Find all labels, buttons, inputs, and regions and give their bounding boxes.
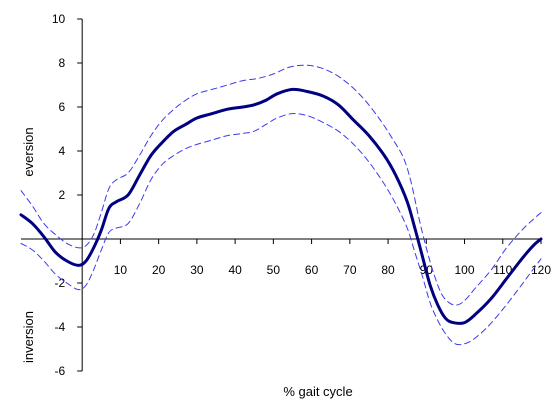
x-tick-label: 100 <box>455 263 475 277</box>
y-axis-label-inversion: inversion <box>21 311 36 363</box>
series-lower-bound-line <box>20 113 542 346</box>
x-axis-label: % gait cycle <box>283 384 352 399</box>
x-tick-label: 120 <box>531 263 551 277</box>
x-tick-label: 70 <box>343 263 357 277</box>
y-tick-label: -2 <box>55 276 66 290</box>
y-axis-label-eversion: eversion <box>21 127 36 176</box>
y-tick-label: 4 <box>58 144 65 158</box>
x-tick-label: 110 <box>493 263 512 277</box>
x-tick-label: 60 <box>305 263 319 277</box>
y-tick-label: 8 <box>58 56 65 70</box>
series-mean-line <box>19 87 543 325</box>
x-tick-label: 30 <box>190 263 204 277</box>
x-tick-label: 80 <box>381 263 395 277</box>
series-lines <box>19 64 543 346</box>
y-tick-label: -6 <box>55 364 66 378</box>
x-tick-label: 40 <box>228 263 242 277</box>
x-tick-label: 20 <box>152 263 166 277</box>
x-tick-label: 50 <box>267 263 281 277</box>
y-tick-label: 10 <box>52 12 66 26</box>
y-tick-label: 6 <box>58 100 65 114</box>
y-tick-label: -4 <box>55 320 66 334</box>
x-tick-label: 10 <box>114 263 128 277</box>
y-tick-label: 2 <box>58 188 65 202</box>
series-upper-bound-line <box>20 64 542 306</box>
axes <box>21 18 542 372</box>
